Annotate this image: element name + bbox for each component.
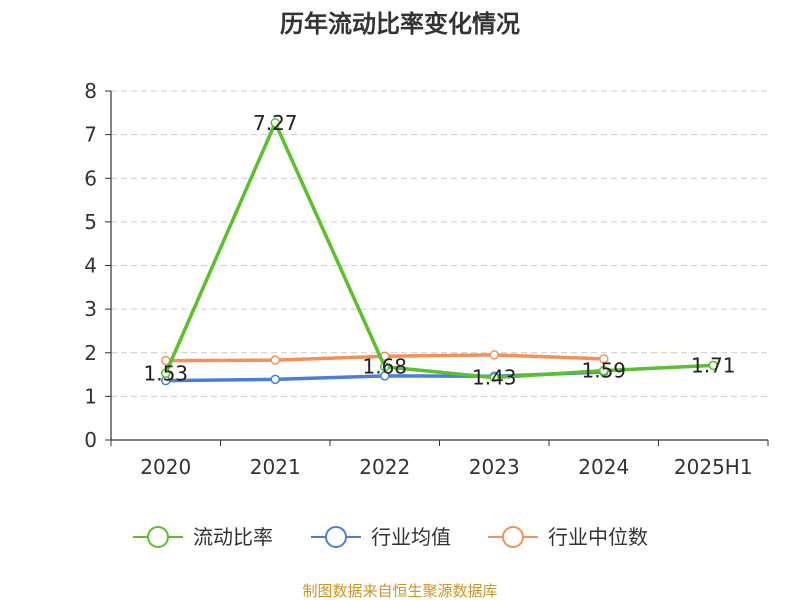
series-point-0 bbox=[599, 365, 609, 376]
y-tick-label: 3 bbox=[84, 297, 97, 321]
series-point-0 bbox=[489, 372, 499, 383]
data-label: 1.68 bbox=[362, 355, 407, 379]
data-label: 1.53 bbox=[143, 361, 188, 385]
y-tick-label: 2 bbox=[84, 341, 97, 365]
y-tick-label: 8 bbox=[84, 79, 97, 103]
grid-lines bbox=[111, 90, 768, 397]
legend-label-2: 行业中位数 bbox=[548, 525, 648, 549]
x-tick-label: 2024 bbox=[578, 455, 629, 479]
series-group bbox=[161, 118, 718, 386]
series-point-0 bbox=[270, 118, 280, 128]
chart-title: 历年流动比率变化情况 bbox=[280, 10, 520, 38]
source-note: 制图数据来自恒生聚源数据库 bbox=[302, 582, 497, 600]
data-label: 1.71 bbox=[691, 353, 736, 377]
legend: 流动比率 行业均值 行业中位数 bbox=[133, 525, 648, 549]
x-tick-label: 2020 bbox=[140, 455, 191, 479]
x-tick-label: 2022 bbox=[359, 455, 410, 479]
series-point-2 bbox=[270, 355, 280, 365]
axes: 0 1 2 3 4 5 6 7 8 2020 2021 2022 2023 2024 2025H1 bbox=[84, 79, 769, 479]
y-tick-label: 6 bbox=[84, 166, 97, 190]
series-line-0 bbox=[164, 121, 714, 380]
x-tick-label: 2025H1 bbox=[674, 455, 753, 479]
legend-label-1: 行业均值 bbox=[371, 525, 451, 549]
legend-marker-0 bbox=[147, 526, 169, 548]
y-tick-label: 1 bbox=[84, 384, 97, 408]
data-label: 7.27 bbox=[253, 111, 298, 135]
data-label: 1.59 bbox=[581, 359, 626, 383]
data-label: 1.43 bbox=[472, 366, 517, 390]
series-point-2 bbox=[599, 354, 609, 364]
legend-marker-1 bbox=[325, 526, 347, 548]
legend-marker-2 bbox=[502, 526, 524, 548]
legend-label-0: 流动比率 bbox=[193, 525, 273, 549]
series-point-0 bbox=[161, 368, 171, 379]
y-tick-label: 5 bbox=[84, 210, 97, 234]
series-point-0 bbox=[380, 361, 390, 372]
x-tick-label: 2021 bbox=[250, 455, 301, 479]
series-point-1 bbox=[380, 371, 390, 381]
series-point-1 bbox=[270, 374, 280, 385]
y-tick-label: 7 bbox=[84, 123, 97, 147]
series-point-0 bbox=[708, 360, 718, 371]
x-tick-label: 2023 bbox=[469, 455, 520, 479]
y-tick-label: 4 bbox=[84, 254, 97, 278]
y-tick-label: 0 bbox=[84, 428, 97, 452]
series-point-2 bbox=[489, 350, 499, 360]
data-labels: 1.53 7.27 1.68 1.43 1.59 1.71 bbox=[143, 111, 735, 390]
